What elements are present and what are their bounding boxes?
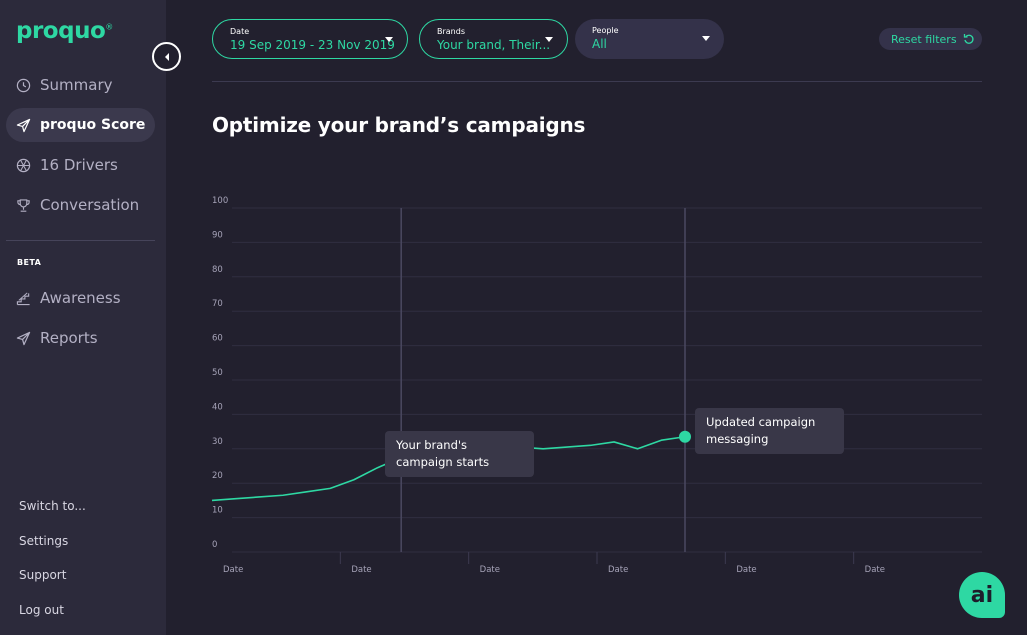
proquo-logo[interactable]: proquo® (16, 18, 113, 44)
y-tick-label: 40 (212, 402, 223, 412)
sidebar-item-label: 16 Drivers (40, 156, 118, 174)
caret-down-icon (702, 36, 710, 41)
x-tick-label: Date (480, 565, 500, 575)
brands-filter[interactable]: Brands Your brand, Their... (419, 19, 568, 59)
caret-down-icon (385, 37, 393, 42)
page-title: Optimize your brand’s campaigns (212, 113, 586, 137)
undo-icon (963, 34, 974, 44)
campaign-start-annotation: Your brand's campaign starts (385, 431, 534, 477)
brands-filter-label: Brands (437, 27, 465, 36)
date-filter-label: Date (230, 27, 250, 36)
brands-filter-value: Your brand, Their... (437, 38, 551, 52)
reset-filters-button[interactable]: Reset filters (879, 28, 982, 50)
people-filter-value: All (592, 37, 607, 51)
sidebar-item-label: Summary (40, 76, 113, 94)
sidebar-divider (6, 240, 155, 241)
x-tick-label: Date (223, 565, 243, 575)
date-filter[interactable]: Date 19 Sep 2019 - 23 Nov 2019 (212, 19, 408, 59)
y-tick-label: 80 (212, 265, 223, 275)
sidebar-item-proquo-score[interactable]: proquo Score (6, 108, 155, 142)
people-filter[interactable]: People All (575, 19, 724, 59)
x-tick-label: Date (351, 565, 371, 575)
sidebar-item-reports[interactable]: Reports (6, 321, 155, 355)
sidebar-item-awareness[interactable]: Awareness (6, 281, 155, 315)
campaign-update-annotation: Updated campaign messaging (695, 408, 844, 454)
y-tick-label: 30 (212, 437, 223, 447)
settings-link[interactable]: Settings (19, 534, 69, 548)
x-tick-label: Date (865, 565, 885, 575)
sidebar: proquo® Summary proquo Score 16 Drivers … (0, 0, 166, 635)
beta-section-label: BETA (17, 258, 42, 267)
switch-to-link[interactable]: Switch to... (19, 499, 86, 513)
sidebar-item-label: proquo Score (40, 117, 146, 133)
ai-assistant-label: ai (970, 582, 994, 608)
y-tick-label: 0 (212, 540, 217, 550)
header-divider (212, 81, 982, 82)
sidebar-item-conversation[interactable]: Conversation (6, 188, 155, 222)
ai-assistant-button[interactable]: ai (959, 572, 1005, 618)
sidebar-item-label: Reports (40, 329, 98, 347)
sidebar-item-label: Conversation (40, 196, 140, 214)
sidebar-item-label: Awareness (40, 289, 121, 307)
logo-badge-icon: ® (105, 22, 113, 32)
clock-icon (14, 76, 32, 94)
sidebar-item-16-drivers[interactable]: 16 Drivers (6, 148, 155, 182)
paper-plane-icon (14, 116, 32, 134)
caret-down-icon (545, 37, 553, 42)
x-tick-label: Date (736, 565, 756, 575)
y-tick-label: 10 (212, 506, 223, 516)
y-tick-label: 70 (212, 299, 223, 309)
people-filter-label: People (592, 26, 619, 35)
y-tick-label: 60 (212, 334, 223, 344)
support-link[interactable]: Support (19, 568, 67, 582)
stairs-icon (14, 289, 32, 307)
chevron-left-icon (164, 52, 169, 61)
paper-plane-icon (14, 329, 32, 347)
y-tick-label: 100 (212, 196, 228, 206)
annotation-marker (679, 430, 691, 443)
y-tick-label: 50 (212, 368, 223, 378)
trophy-icon (14, 196, 32, 214)
reset-filters-label: Reset filters (891, 32, 957, 46)
collapse-sidebar-button[interactable] (152, 42, 181, 71)
sidebar-item-summary[interactable]: Summary (6, 68, 155, 102)
log-out-link[interactable]: Log out (19, 603, 64, 617)
date-filter-value: 19 Sep 2019 - 23 Nov 2019 (230, 38, 395, 52)
y-tick-label: 20 (212, 471, 223, 481)
x-tick-label: Date (608, 565, 628, 575)
y-tick-label: 90 (212, 230, 223, 240)
aperture-icon (14, 156, 32, 174)
